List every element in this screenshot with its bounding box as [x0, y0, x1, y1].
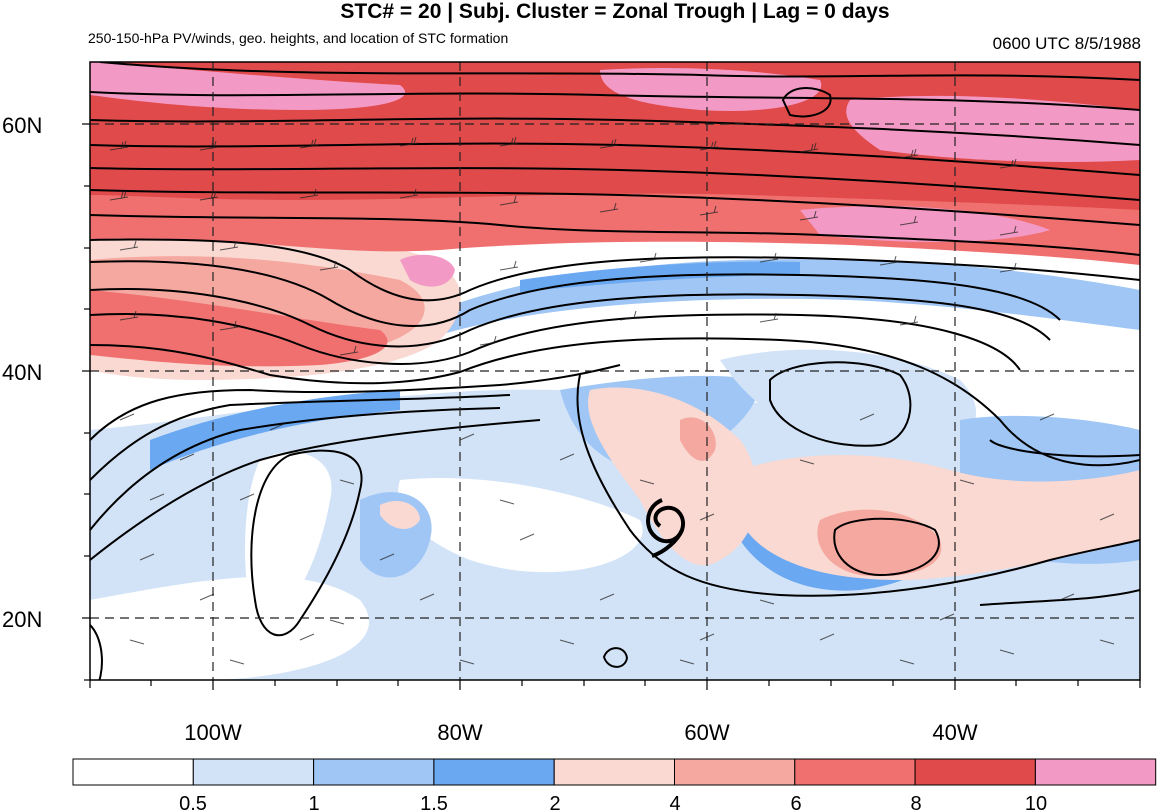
colorbar-tick-label: 4	[669, 793, 680, 812]
lon-label-100w: 100W	[184, 720, 242, 745]
colorbar-swatch	[553, 758, 676, 786]
colorbar-swatch	[192, 758, 315, 786]
colorbar-tick-label: 1.5	[420, 793, 448, 812]
figure-subtitle: 250-150-hPa PV/winds, geo. heights, and …	[88, 30, 509, 46]
lon-label-80w: 80W	[437, 720, 482, 745]
colorbar-tick-label: 0.5	[179, 793, 207, 812]
colorbar-swatches	[72, 758, 1157, 786]
colorbar: 0.5 1 1.5 2 4 6 8 10	[72, 758, 1157, 812]
lat-label-20n: 20N	[2, 607, 42, 632]
lon-label-60w: 60W	[684, 720, 729, 745]
lat-label-40n: 40N	[2, 360, 42, 385]
colorbar-swatch	[914, 758, 1036, 786]
colorbar-swatch	[433, 758, 555, 786]
colorbar-tick-label: 10	[1025, 793, 1047, 812]
colorbar-tick-label: 2	[549, 793, 560, 812]
colorbar-swatch	[313, 758, 435, 786]
colorbar-tick-label: 6	[790, 793, 801, 812]
colorbar-swatch	[674, 758, 796, 786]
colorbar-tick-label: 1	[308, 793, 319, 812]
colorbar-swatch	[1034, 758, 1157, 786]
lon-label-40w: 40W	[932, 720, 977, 745]
graticule	[90, 62, 1140, 680]
colorbar-swatch	[72, 758, 194, 786]
map-field	[90, 62, 1140, 680]
height-contours	[90, 62, 1140, 680]
colorbar-tick-label: 8	[910, 793, 921, 812]
stc-formation-marker-icon	[646, 498, 685, 558]
valid-time: 0600 UTC 8/5/1988	[992, 34, 1141, 53]
wind-barbs	[109, 136, 1115, 665]
lat-label-60n: 60N	[2, 113, 42, 138]
figure-title: STC# = 20 | Subj. Cluster = Zonal Trough…	[340, 0, 890, 23]
axis-ticks	[82, 123, 1141, 690]
colorbar-swatch	[794, 758, 916, 786]
